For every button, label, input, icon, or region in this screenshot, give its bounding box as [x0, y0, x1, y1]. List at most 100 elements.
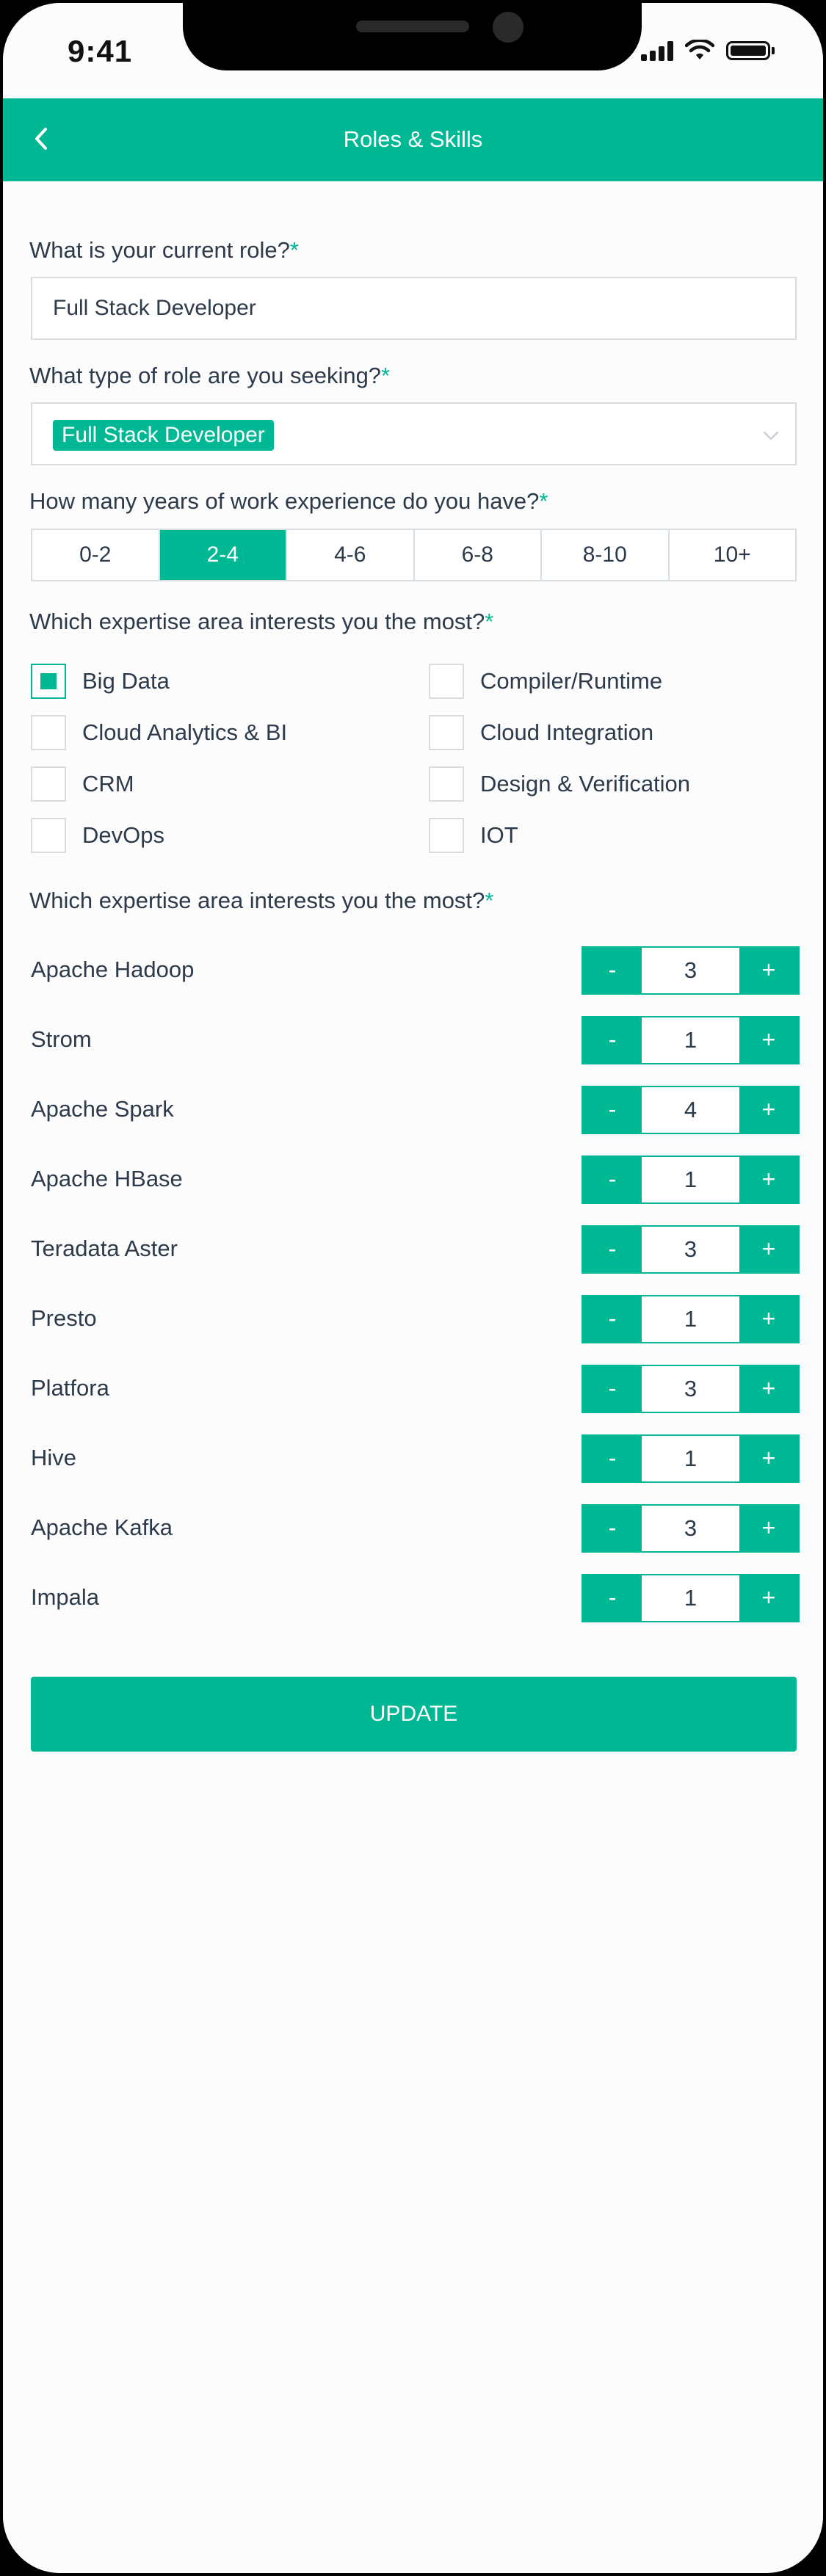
- checkbox-label: Big Data: [82, 668, 170, 694]
- experience-option[interactable]: 4-6: [287, 530, 415, 580]
- stepper-value[interactable]: 1: [684, 1306, 698, 1332]
- experience-option[interactable]: 8-10: [542, 530, 670, 580]
- notch: [183, 3, 642, 70]
- skill-stepper: - 1 +: [582, 1016, 800, 1064]
- checkbox-box[interactable]: [31, 715, 66, 750]
- decrement-button[interactable]: -: [583, 1157, 642, 1202]
- expertise-checkbox[interactable]: CRM: [31, 766, 134, 802]
- decrement-button[interactable]: -: [583, 1575, 642, 1621]
- stepper-value[interactable]: 4: [684, 1097, 698, 1122]
- increment-button[interactable]: +: [739, 1296, 798, 1342]
- experience-option[interactable]: 0-2: [32, 530, 160, 580]
- experience-question: How many years of work experience do you…: [29, 488, 548, 515]
- expertise-checkbox[interactable]: Compiler/Runtime: [429, 664, 662, 699]
- checkbox-box[interactable]: [31, 766, 66, 802]
- skill-row: Apache Spark - 4 +: [31, 1086, 800, 1134]
- increment-button[interactable]: +: [739, 1227, 798, 1272]
- status-bar: 9:41: [3, 3, 823, 98]
- checkbox-box[interactable]: [429, 664, 464, 699]
- stepper-value[interactable]: 1: [684, 1027, 698, 1053]
- skill-row: Presto - 1 +: [31, 1295, 800, 1343]
- required-mark: *: [381, 363, 391, 388]
- checkbox-box[interactable]: [31, 818, 66, 853]
- stepper-value[interactable]: 1: [684, 1585, 698, 1611]
- status-time: 9:41: [68, 34, 133, 68]
- skill-name: Apache Spark: [31, 1096, 174, 1122]
- expertise-checkbox[interactable]: Cloud Integration: [429, 715, 653, 750]
- experience-option[interactable]: 6-8: [415, 530, 542, 580]
- skill-stepper: - 3 +: [582, 1225, 800, 1274]
- checkbox-label: Cloud Integration: [480, 719, 654, 745]
- increment-button[interactable]: +: [739, 1157, 798, 1202]
- seeking-role-select[interactable]: Full Stack Developer: [31, 402, 797, 465]
- decrement-button[interactable]: -: [583, 948, 642, 993]
- skill-name: Apache HBase: [31, 1166, 183, 1191]
- decrement-button[interactable]: -: [583, 1017, 642, 1063]
- skill-row: Apache Kafka - 3 +: [31, 1504, 800, 1553]
- decrement-button[interactable]: -: [583, 1366, 642, 1412]
- skill-name: Apache Kafka: [31, 1514, 173, 1540]
- form-content: What is your current role?* Full Stack D…: [3, 181, 823, 2573]
- increment-button[interactable]: +: [739, 1017, 798, 1063]
- decrement-button[interactable]: -: [583, 1087, 642, 1133]
- seeking-role-label: What type of role are you seeking?: [29, 363, 382, 388]
- increment-button[interactable]: +: [739, 948, 798, 993]
- increment-button[interactable]: +: [739, 1575, 798, 1621]
- experience-option[interactable]: 10+: [713, 543, 751, 567]
- increment-button[interactable]: +: [739, 1087, 798, 1133]
- decrement-button[interactable]: -: [583, 1296, 642, 1342]
- stepper-value[interactable]: 3: [684, 957, 698, 983]
- increment-button[interactable]: +: [739, 1366, 798, 1412]
- update-button[interactable]: UPDATE: [31, 1677, 797, 1752]
- skill-row: Impala - 1 +: [31, 1574, 800, 1622]
- expertise-checkbox[interactable]: Big Data: [31, 664, 170, 699]
- skills-label: Which expertise area interests you the m…: [29, 888, 485, 913]
- expertise-checkbox[interactable]: Cloud Analytics & BI: [31, 715, 287, 750]
- skill-stepper: - 3 +: [582, 1504, 800, 1553]
- back-arrow-icon[interactable]: [23, 120, 60, 157]
- required-mark: *: [485, 609, 494, 634]
- stepper-value[interactable]: 3: [684, 1376, 698, 1401]
- checkbox-box[interactable]: [31, 664, 66, 699]
- required-mark: *: [485, 888, 494, 913]
- stepper-value[interactable]: 3: [684, 1236, 698, 1262]
- skill-row: Apache HBase - 1 +: [31, 1155, 800, 1204]
- checkbox-label: Design & Verification: [480, 771, 691, 797]
- experience-segmented-control: 0-2 2-4 4-6 6-8 8-10 10+: [31, 529, 797, 581]
- skill-name: Impala: [31, 1584, 100, 1610]
- required-mark: *: [289, 237, 299, 263]
- experience-label: How many years of work experience do you…: [29, 488, 540, 514]
- checkbox-box[interactable]: [429, 818, 464, 853]
- expertise-checkbox[interactable]: DevOps: [31, 818, 164, 853]
- skill-stepper: - 3 +: [582, 1365, 800, 1413]
- increment-button[interactable]: +: [739, 1436, 798, 1481]
- battery-icon: [726, 41, 770, 60]
- skill-row: Apache Hadoop - 3 +: [31, 946, 800, 995]
- stepper-value[interactable]: 1: [684, 1167, 698, 1192]
- checkbox-box[interactable]: [429, 766, 464, 802]
- increment-button[interactable]: +: [739, 1506, 798, 1551]
- current-role-input[interactable]: Full Stack Developer: [31, 277, 797, 340]
- required-mark: *: [539, 488, 548, 514]
- checkbox-box[interactable]: [429, 715, 464, 750]
- skill-name: Apache Hadoop: [31, 957, 195, 982]
- stepper-value[interactable]: 1: [684, 1445, 698, 1471]
- expertise-checkbox[interactable]: IOT: [429, 818, 518, 853]
- header-bar: Roles & Skills: [3, 98, 823, 181]
- skill-name: Hive: [31, 1445, 77, 1470]
- experience-option[interactable]: 2-4: [159, 530, 287, 580]
- decrement-button[interactable]: -: [583, 1506, 642, 1551]
- skill-row: Hive - 1 +: [31, 1434, 800, 1483]
- checkbox-label: Cloud Analytics & BI: [82, 719, 288, 745]
- skill-row: Platfora - 3 +: [31, 1365, 800, 1413]
- expertise-label: Which expertise area interests you the m…: [29, 609, 485, 634]
- decrement-button[interactable]: -: [583, 1436, 642, 1481]
- stepper-value[interactable]: 3: [684, 1515, 698, 1541]
- seeking-role-tag[interactable]: Full Stack Developer: [53, 420, 274, 451]
- skills-question: Which expertise area interests you the m…: [29, 888, 493, 914]
- phone-screen: 9:41 Roles & Skills: [3, 3, 823, 2573]
- skill-name: Platfora: [31, 1375, 109, 1401]
- decrement-button[interactable]: -: [583, 1227, 642, 1272]
- skill-stepper: - 1 +: [582, 1434, 800, 1483]
- expertise-checkbox[interactable]: Design & Verification: [429, 766, 690, 802]
